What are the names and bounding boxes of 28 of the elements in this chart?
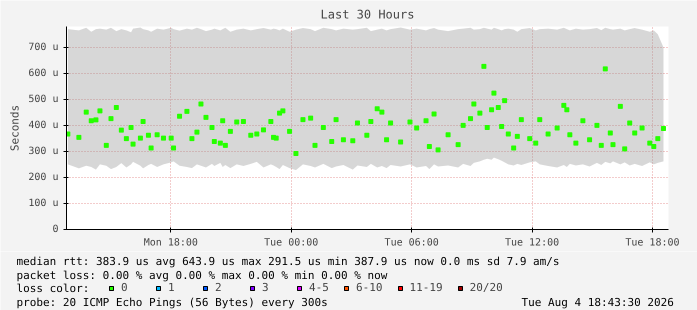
y-tick-label: 400 u [28, 120, 59, 131]
y-tick-label: 500 u [28, 94, 59, 105]
text: median rtt: 383.9 us avg 643.9 us max 291.5 us min 387.9 us now 0.0 ms sd 7.9 am/s [16, 255, 560, 268]
legend-label: 11-19 [410, 281, 443, 294]
chart-title: Last 30 Hours [320, 8, 414, 22]
y-tick-label: 300 u [28, 146, 59, 157]
legend-label: 6-10 [356, 281, 382, 294]
x-tick-label: Tue 06:00 [384, 238, 439, 248]
x-tick-label: Tue 00:00 [264, 238, 318, 248]
legend-label: 0 [121, 281, 129, 294]
text: packet loss: 0.00 % avg 0.00 % max 0.00 % min 0.00 % now [16, 269, 388, 282]
x-tick-label: Tue 18:00 [625, 238, 680, 248]
y-tick-label: 600 u [28, 68, 59, 79]
legend-label: 2 [215, 281, 223, 294]
x-tick-label: Mon 18:00 [144, 238, 198, 248]
legend-label: 1 [168, 281, 176, 294]
y-axis-title: Seconds [8, 104, 22, 152]
x-tick-label: Tue 12:00 [504, 238, 560, 248]
y-tick-label: 200 u [28, 172, 59, 183]
text: probe: 20 ICMP Echo Pings (56 Bytes) every 300s [16, 296, 328, 309]
y-tick-label: 700 u [28, 42, 59, 53]
y-tick-label: 100 u [28, 198, 59, 209]
y-tick-label: 0 [52, 224, 59, 235]
legend-label: 4-5 [309, 281, 329, 294]
legend-title: loss color: [16, 282, 90, 295]
legend-label: 20/20 [470, 281, 503, 294]
legend-label: 3 [262, 281, 270, 294]
text: Tue Aug 4 18:43:30 2026 [522, 296, 674, 309]
